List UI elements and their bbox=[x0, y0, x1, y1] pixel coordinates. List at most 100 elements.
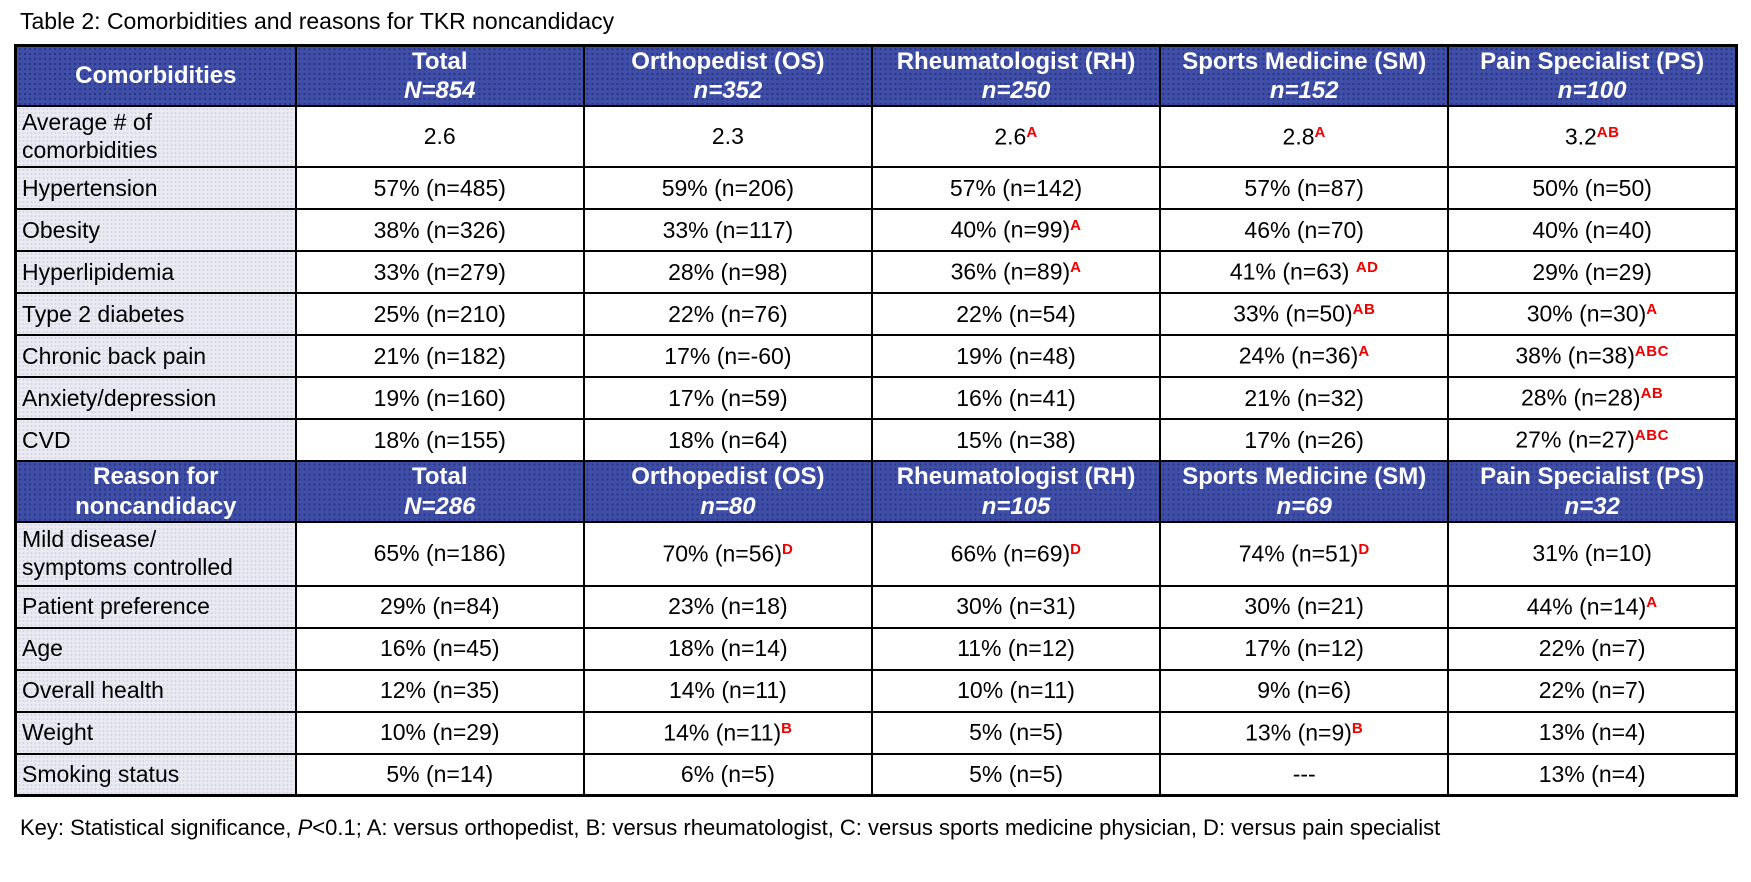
value-cell: 33% (n=50)AB bbox=[1159, 292, 1450, 337]
table-row: CVD 18% (n=155) 18% (n=64) 15% (n=38) 17% (n… bbox=[14, 418, 1738, 463]
row-label: CVD bbox=[14, 418, 297, 463]
cell-value: 50% (n=50) bbox=[1532, 174, 1652, 201]
cell-value: 30% (n=31) bbox=[956, 593, 1076, 620]
cell-value: 31% (n=10) bbox=[1532, 540, 1652, 567]
value-cell: 2.6 bbox=[294, 105, 585, 169]
row-label: Obesity bbox=[14, 208, 297, 253]
value-cell: 2.8A bbox=[1159, 105, 1450, 169]
table-row: Obesity 38% (n=326) 33% (n=117) 40% (n=99)A… bbox=[14, 208, 1738, 253]
column-header-title: Orthopedist (OS) bbox=[631, 47, 825, 75]
cell-value: 16% (n=41) bbox=[956, 384, 1076, 411]
value-cell: 22% (n=76) bbox=[582, 292, 873, 337]
column-header: Rheumatologist (RH) n=250 bbox=[870, 44, 1162, 108]
significance-superscript: ABC bbox=[1634, 343, 1669, 361]
value-cell: 18% (n=14) bbox=[582, 626, 873, 671]
cell-value: 17% (n=26) bbox=[1244, 426, 1364, 453]
value-cell: 16% (n=41) bbox=[870, 376, 1162, 421]
value-cell: 33% (n=117) bbox=[582, 208, 873, 253]
row-label: Overall health bbox=[14, 668, 297, 713]
column-header-n: n=69 bbox=[1276, 492, 1332, 520]
value-cell: 13% (n=4) bbox=[1447, 752, 1738, 797]
value-cell: 59% (n=206) bbox=[582, 166, 873, 211]
cell-value: 41% (n=63) bbox=[1229, 259, 1356, 286]
value-cell: 25% (n=210) bbox=[294, 292, 585, 337]
value-cell: 19% (n=160) bbox=[294, 376, 585, 421]
cell-value: 2.3 bbox=[711, 123, 744, 150]
cell-value: 22% (n=7) bbox=[1538, 635, 1646, 662]
significance-superscript: AB bbox=[1352, 301, 1376, 319]
column-header-n: n=105 bbox=[981, 492, 1051, 520]
row-label: Mild disease/ symptoms controlled bbox=[14, 520, 297, 587]
cell-value: 18% (n=155) bbox=[373, 426, 506, 453]
value-cell: 11% (n=12) bbox=[870, 626, 1162, 671]
value-cell: 40% (n=40) bbox=[1447, 208, 1738, 253]
cell-value: 12% (n=35) bbox=[379, 677, 500, 704]
value-cell: 2.6A bbox=[870, 105, 1162, 169]
value-cell: 29% (n=29) bbox=[1447, 250, 1738, 295]
column-header-title: Sports Medicine (SM) bbox=[1182, 463, 1427, 491]
cell-value: 5% (n=14) bbox=[386, 761, 494, 788]
value-cell: 16% (n=45) bbox=[294, 626, 585, 671]
cell-value: 16% (n=45) bbox=[379, 635, 500, 662]
value-cell: 5% (n=5) bbox=[870, 710, 1162, 755]
cell-value: 6% (n=5) bbox=[680, 761, 775, 788]
cell-value: 22% (n=76) bbox=[668, 300, 788, 327]
cell-value: 57% (n=485) bbox=[373, 174, 506, 201]
row-label: Weight bbox=[14, 710, 297, 755]
value-cell: 29% (n=84) bbox=[294, 584, 585, 629]
cell-value: 10% (n=29) bbox=[379, 719, 500, 746]
significance-superscript: B bbox=[1351, 720, 1364, 738]
cell-value: 66% (n=69) bbox=[950, 540, 1071, 567]
value-cell: 21% (n=32) bbox=[1159, 376, 1450, 421]
cell-value: 22% (n=7) bbox=[1538, 677, 1646, 704]
column-header: Pain Specialist (PS) n=100 bbox=[1447, 44, 1738, 108]
cell-value: 25% (n=210) bbox=[373, 300, 506, 327]
column-header: Sports Medicine (SM) n=152 bbox=[1159, 44, 1450, 108]
section-header-row: Reason for noncandidacy Total N=286 Orthope… bbox=[14, 460, 1738, 523]
value-cell: 41% (n=63) AD bbox=[1159, 250, 1450, 295]
value-cell: 17% (n=26) bbox=[1159, 418, 1450, 463]
value-cell: 33% (n=279) bbox=[294, 250, 585, 295]
cell-value: 44% (n=14) bbox=[1526, 593, 1647, 620]
table-row: Chronic back pain 21% (n=182) 17% (n=-60) 1… bbox=[14, 334, 1738, 379]
cell-value: 36% (n=89) bbox=[950, 259, 1071, 286]
value-cell: 17% (n=-60) bbox=[582, 334, 873, 379]
value-cell: 9% (n=6) bbox=[1159, 668, 1450, 713]
value-cell: 10% (n=11) bbox=[870, 668, 1162, 713]
cell-value: 33% (n=50) bbox=[1233, 301, 1353, 328]
table-row: Mild disease/ symptoms controlled 65% (n=… bbox=[14, 520, 1738, 587]
value-cell: 74% (n=51)D bbox=[1159, 520, 1450, 587]
significance-superscript: A bbox=[1646, 594, 1658, 612]
value-cell: 22% (n=7) bbox=[1447, 626, 1738, 671]
value-cell: 24% (n=36)A bbox=[1159, 334, 1450, 379]
cell-value: 70% (n=56) bbox=[662, 540, 782, 567]
value-cell: 14% (n=11) bbox=[582, 668, 873, 713]
section-corner-header: Comorbidities bbox=[14, 44, 297, 108]
column-header: Total N=286 bbox=[294, 460, 585, 523]
significance-superscript: AB bbox=[1596, 123, 1620, 141]
value-cell: 70% (n=56)D bbox=[582, 520, 873, 587]
value-cell: 18% (n=155) bbox=[294, 418, 585, 463]
cell-value: 13% (n=9) bbox=[1245, 719, 1352, 746]
column-header-n: n=152 bbox=[1269, 76, 1339, 104]
value-cell: 21% (n=182) bbox=[294, 334, 585, 379]
value-cell: 17% (n=59) bbox=[582, 376, 873, 421]
key-p-italic: P bbox=[297, 815, 313, 841]
cell-value: 13% (n=4) bbox=[1538, 761, 1646, 788]
significance-key: Key: Statistical significance, P<0.1; A:… bbox=[20, 815, 1751, 841]
column-header: Pain Specialist (PS) n=32 bbox=[1447, 460, 1738, 523]
significance-superscript: AD bbox=[1355, 259, 1379, 277]
column-header-title: Rheumatologist (RH) bbox=[896, 47, 1136, 75]
value-cell: 27% (n=27)ABC bbox=[1447, 418, 1738, 463]
cell-value: 3.2 bbox=[1564, 123, 1597, 150]
value-cell: 28% (n=28)AB bbox=[1447, 376, 1738, 421]
value-cell: 10% (n=29) bbox=[294, 710, 585, 755]
value-cell: 14% (n=11)B bbox=[582, 710, 873, 755]
section-corner-header: Reason for noncandidacy bbox=[14, 460, 297, 523]
cell-value: 14% (n=11) bbox=[668, 677, 787, 704]
value-cell: 6% (n=5) bbox=[582, 752, 873, 797]
column-header: Rheumatologist (RH) n=105 bbox=[870, 460, 1162, 523]
cell-value: 29% (n=29) bbox=[1532, 258, 1652, 285]
cell-value: 9% (n=6) bbox=[1257, 677, 1352, 704]
cell-value: 22% (n=54) bbox=[956, 300, 1076, 327]
